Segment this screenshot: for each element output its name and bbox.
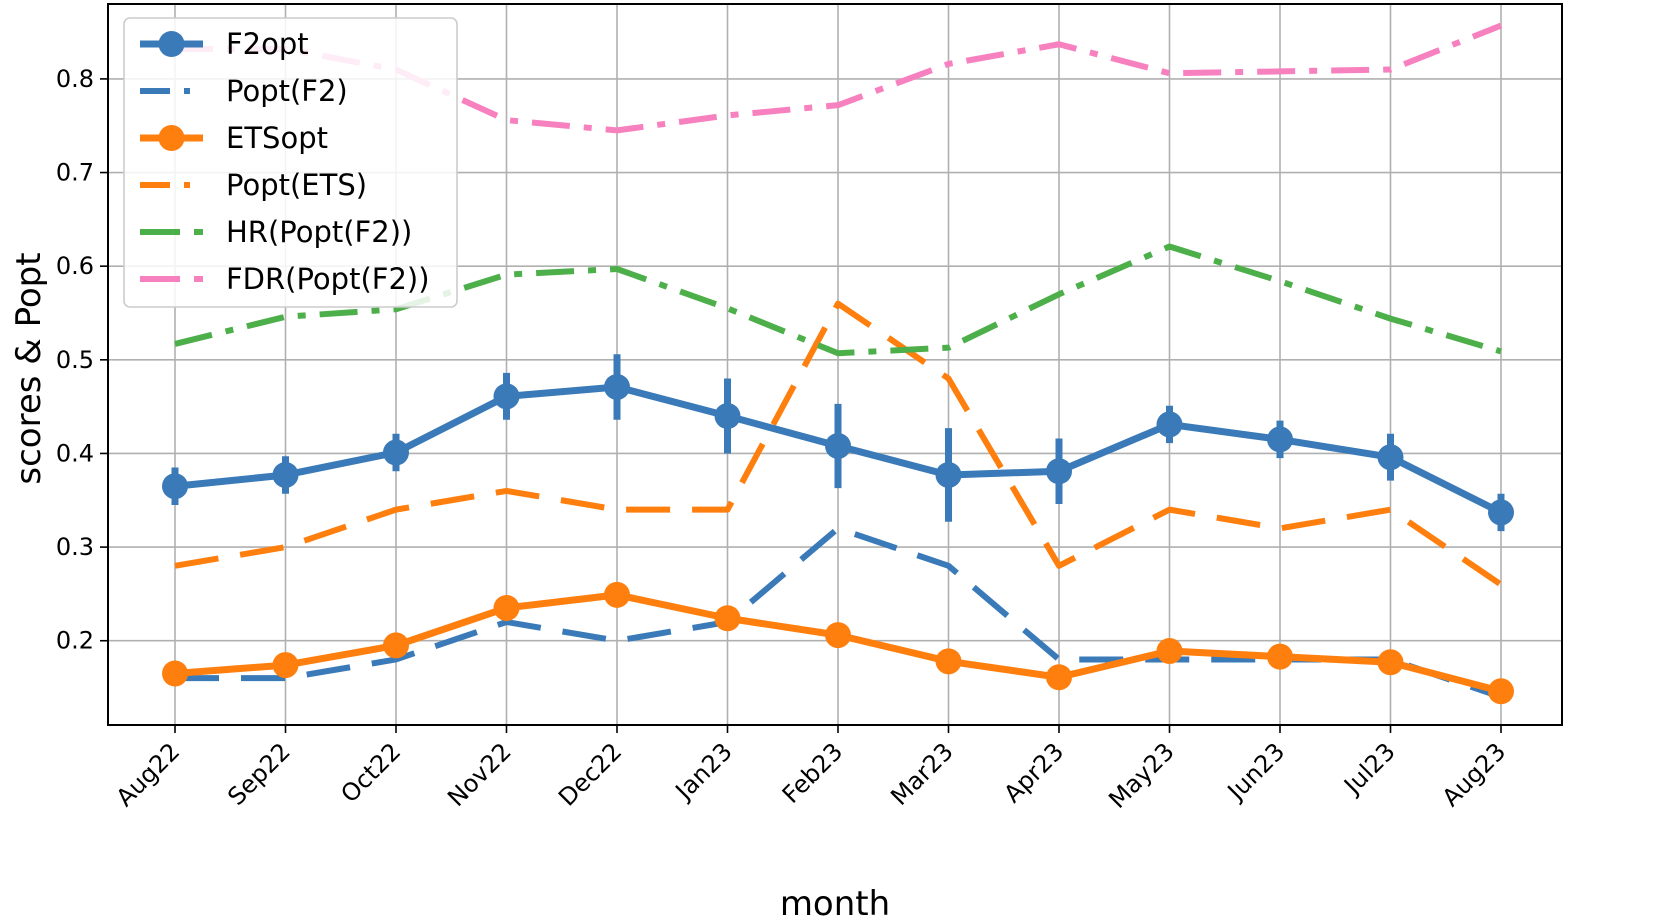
legend-label: Popt(F2) [226,74,348,108]
legend: F2opt Popt(F2) ETSopt Popt(ETS) HR(Popt(F2))… [123,17,458,308]
data-point [935,461,962,488]
legend-item-f2opt: F2opt [140,27,309,61]
y-tick-label: 0.2 [56,627,94,655]
data-point [1156,411,1183,438]
series-etsopt [162,581,1514,705]
data-point [714,605,741,632]
legend-item-fdr-popt-f2: FDR(Popt(F2)) [140,262,430,296]
data-point [935,648,962,675]
legend-item-popt-f2: Popt(F2) [140,74,348,108]
series-line [174,300,1503,588]
y-axis-title: scores & Popt [9,252,49,484]
legend-item-hr-popt-f2: HR(Popt(F2)) [140,215,412,249]
data-point [1046,664,1072,691]
series-line [174,243,1502,357]
data-point [1377,444,1404,471]
series-hr-popt-f2 [174,243,1502,357]
data-point [272,461,299,488]
legend-label: FDR(Popt(F2)) [226,262,430,296]
data-point [714,403,741,429]
legend-item-etsopt: ETSopt [140,121,328,155]
y-tick-label: 0.7 [56,159,94,187]
legend-marker [158,125,185,151]
legend-item-popt-ets: Popt(ETS) [140,168,367,202]
series-layer [162,22,1514,705]
data-point [162,473,188,500]
data-point [162,660,188,687]
legend-label: ETSopt [226,121,328,155]
data-point [493,594,520,621]
y-tick-label: 0.5 [56,346,94,374]
y-tick-label: 0.3 [56,533,94,561]
x-axis-title: month [780,884,890,921]
legend-label: F2opt [226,27,309,61]
data-point [272,652,299,679]
data-point [1488,499,1514,526]
y-tick-label: 0.4 [56,439,94,467]
legend-marker [158,31,185,57]
series-popt-ets [174,300,1503,588]
data-point [604,581,630,608]
data-point [825,622,851,649]
data-point [383,632,409,659]
data-point [1488,678,1514,705]
y-tick-label: 0.6 [56,252,94,280]
data-point [825,432,851,459]
y-tick-label: 0.8 [56,65,94,93]
data-point [383,439,409,466]
data-point [1046,458,1072,485]
data-point [1156,638,1183,665]
plot-frame [107,3,1563,726]
data-point [1267,643,1293,670]
data-point [1267,426,1293,453]
legend-box [123,17,458,308]
data-point [493,383,520,410]
legend-label: HR(Popt(F2)) [226,215,412,249]
series-f2opt [162,354,1514,532]
legend-label: Popt(ETS) [226,168,367,202]
data-point [604,373,630,400]
data-point [1377,649,1404,676]
